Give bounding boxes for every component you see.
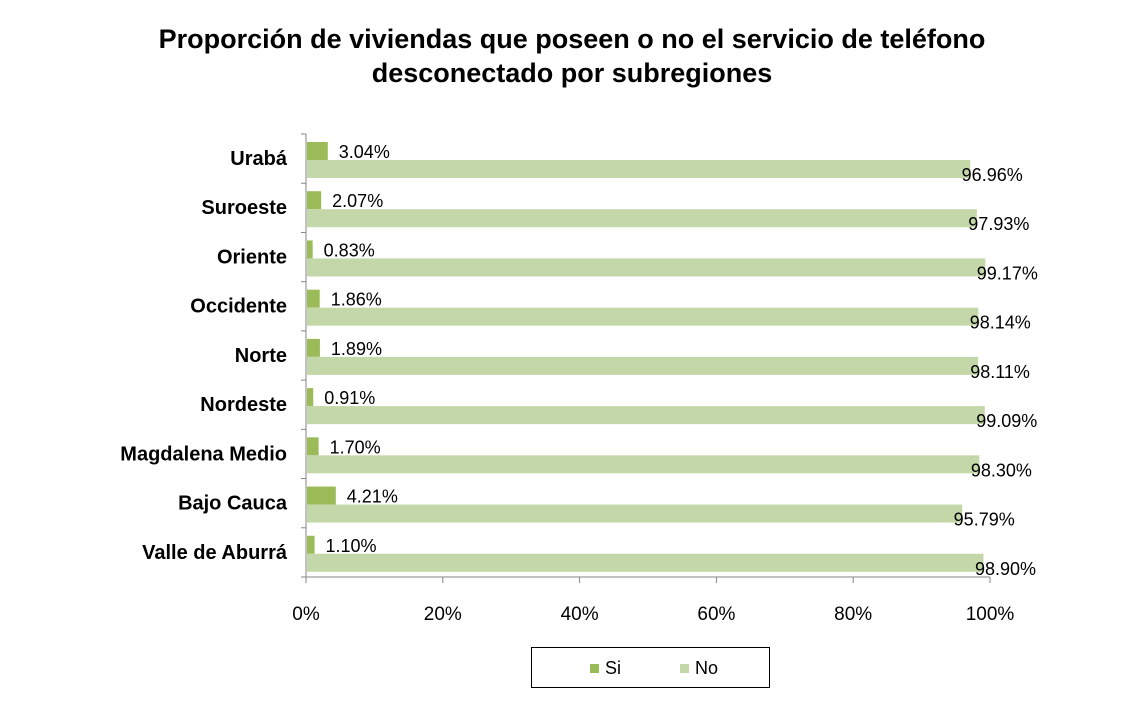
legend-item-si: Si xyxy=(590,658,621,679)
bar-no xyxy=(307,406,985,425)
data-label-si: 4.21% xyxy=(347,487,398,507)
x-tick-label: 100% xyxy=(966,604,1015,625)
data-label-si: 0.83% xyxy=(324,240,375,260)
data-label-no: 99.09% xyxy=(976,411,1037,431)
bar-si xyxy=(307,142,328,160)
bar-no xyxy=(307,504,963,523)
data-label-no: 98.90% xyxy=(975,559,1036,579)
x-tick-label: 80% xyxy=(834,604,872,625)
bar-si xyxy=(307,240,313,259)
data-label-si: 0.91% xyxy=(324,388,375,408)
bar-no xyxy=(307,356,979,375)
data-label-si: 2.07% xyxy=(332,191,383,211)
category-label: Bajo Cauca xyxy=(178,493,288,515)
x-tick-label: 20% xyxy=(424,604,462,625)
bar-no xyxy=(307,258,986,277)
bar-no xyxy=(307,160,971,178)
data-label-no: 98.30% xyxy=(971,460,1032,480)
bar-si xyxy=(307,338,320,357)
data-label-si: 1.70% xyxy=(330,437,381,457)
bar-no xyxy=(307,553,984,572)
x-tick-label: 60% xyxy=(697,604,735,625)
x-tick-label: 0% xyxy=(292,604,320,625)
data-label-no: 99.17% xyxy=(977,263,1038,283)
data-label-no: 98.14% xyxy=(970,313,1031,333)
category-label: Suroeste xyxy=(201,197,287,219)
bar-si xyxy=(307,535,315,554)
legend: Si No xyxy=(531,647,770,688)
data-label-no: 96.96% xyxy=(962,165,1023,185)
bar-si xyxy=(307,191,322,210)
legend-label-si: Si xyxy=(605,658,622,678)
data-label-si: 1.86% xyxy=(331,290,382,310)
legend-swatch-si xyxy=(590,664,599,673)
legend-swatch-no xyxy=(680,664,689,673)
bar-si xyxy=(307,437,319,456)
category-label: Urabá xyxy=(230,148,288,170)
category-label: Valle de Aburrá xyxy=(142,542,288,564)
data-label-no: 98.11% xyxy=(970,362,1030,382)
bar-si xyxy=(307,486,336,505)
bar-si xyxy=(307,289,320,308)
data-label-no: 97.93% xyxy=(968,214,1029,234)
category-label: Magdalena Medio xyxy=(120,443,287,465)
bar-no xyxy=(307,455,980,474)
category-label: Oriente xyxy=(217,246,287,268)
chart-title-line-2: desconectado por subregiones xyxy=(371,58,773,88)
data-label-si: 3.04% xyxy=(339,142,390,162)
data-label-si: 1.89% xyxy=(331,339,382,359)
x-tick-label: 40% xyxy=(561,604,599,625)
bar-no xyxy=(307,307,979,326)
bar-no xyxy=(307,209,977,228)
chart-title: Proporción de viviendas que poseen o no … xyxy=(0,22,1144,90)
bar-si xyxy=(307,388,314,407)
category-label: Norte xyxy=(235,345,287,367)
legend-item-no: No xyxy=(680,658,718,679)
category-label: Nordeste xyxy=(200,394,287,416)
category-label: Occidente xyxy=(190,296,287,318)
data-label-si: 1.10% xyxy=(326,536,377,556)
legend-label-no: No xyxy=(695,658,719,678)
chart-title-line-1: Proporción de viviendas que poseen o no … xyxy=(158,24,986,54)
data-label-no: 95.79% xyxy=(954,510,1015,530)
